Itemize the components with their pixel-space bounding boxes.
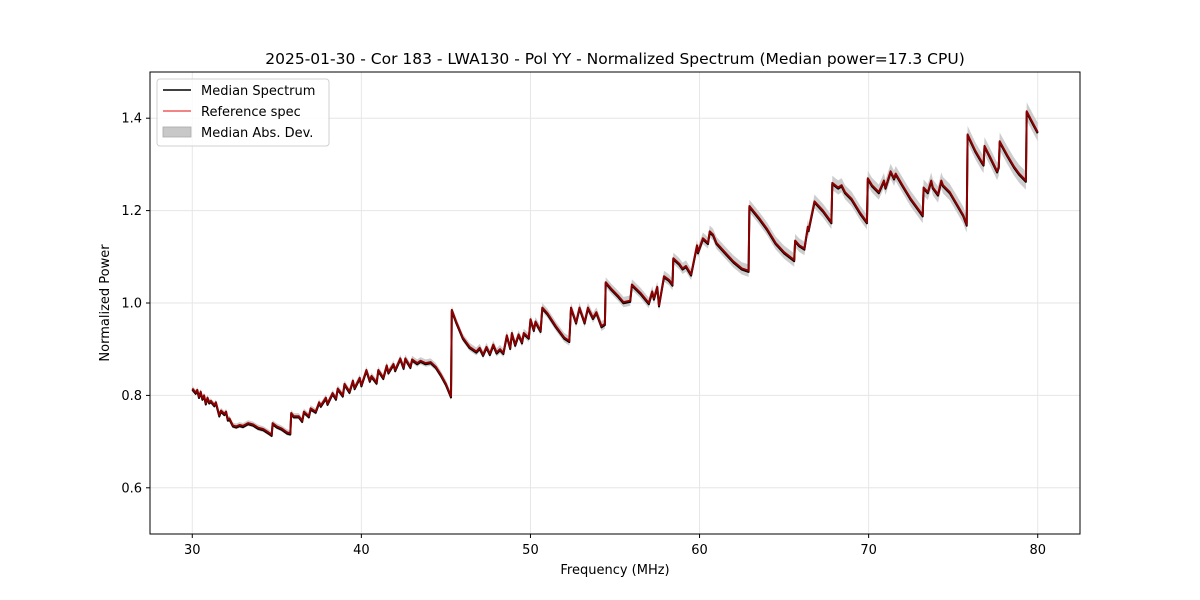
x-tick-label: 60 [691, 543, 708, 558]
y-tick-label: 0.8 [121, 389, 142, 404]
y-tick-label: 1.4 [121, 112, 142, 127]
x-axis: 30 40 50 60 70 80 [184, 534, 1046, 558]
x-tick-label: 70 [860, 543, 877, 558]
x-axis-label: Frequency (MHz) [560, 563, 669, 578]
legend: Median Spectrum Reference spec Median Ab… [156, 78, 330, 147]
legend-label-reference: Reference spec [201, 105, 301, 120]
grid [150, 72, 1080, 534]
legend-swatch-mad [162, 126, 192, 138]
plot-area [191, 102, 1039, 438]
legend-label-median: Median Spectrum [201, 84, 315, 99]
legend-label-mad: Median Abs. Dev. [201, 126, 313, 141]
x-tick-label: 50 [522, 543, 539, 558]
chart-title: 2025-01-30 - Cor 183 - LWA130 - Pol YY -… [265, 50, 965, 68]
y-axis: 0.6 0.8 1.0 1.2 1.4 [121, 112, 150, 496]
y-tick-label: 1.0 [121, 297, 142, 312]
y-axis-label: Normalized Power [98, 244, 113, 362]
y-tick-label: 0.6 [121, 481, 142, 496]
legend-frame [156, 78, 330, 147]
reference-spectrum-line [191, 110, 1039, 436]
x-tick-label: 80 [1029, 543, 1046, 558]
x-tick-label: 30 [184, 543, 201, 558]
y-tick-label: 1.2 [121, 204, 142, 219]
x-tick-label: 40 [353, 543, 370, 558]
